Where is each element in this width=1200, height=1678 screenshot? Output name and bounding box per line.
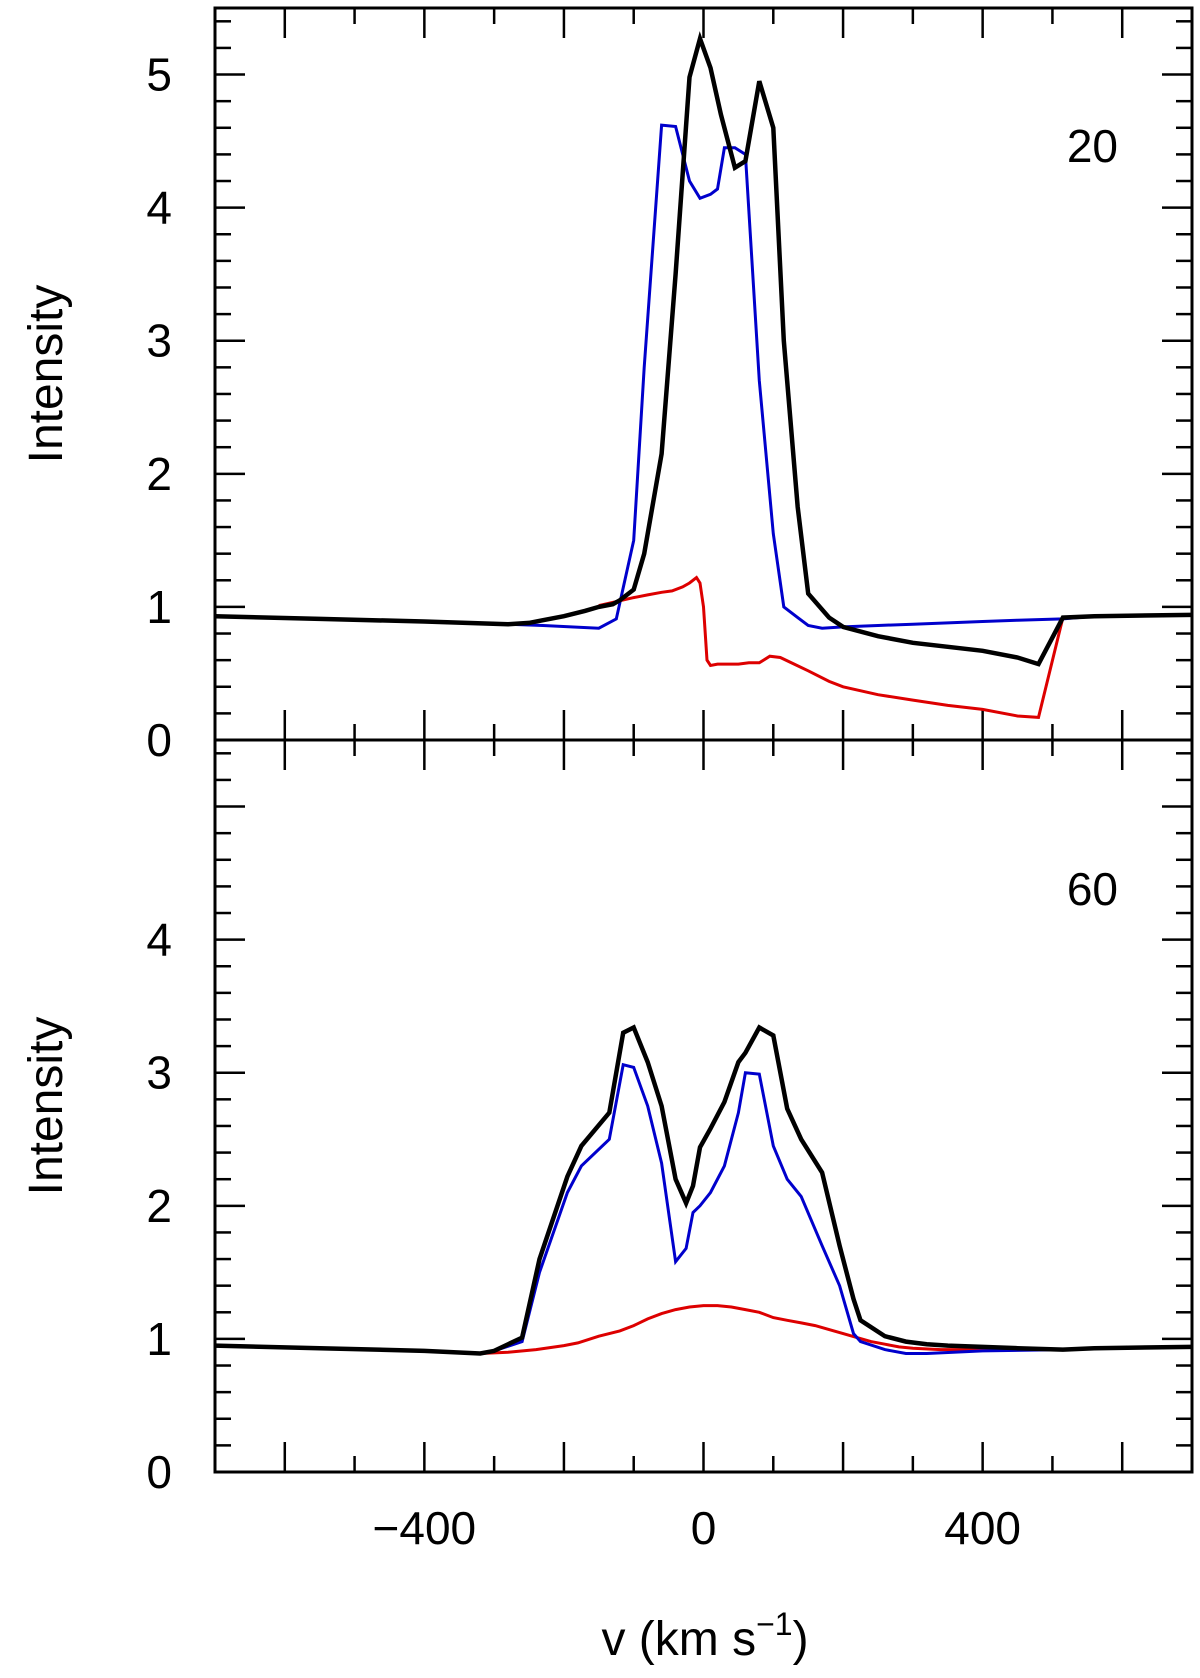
- bottom-ytick-label: 3: [146, 1047, 172, 1099]
- panel-top: 0 1 2 3 4 5 Intensity 20: [20, 6, 1194, 766]
- top-ytick-label: 3: [146, 315, 172, 367]
- bottom-ytick-label: 4: [146, 914, 172, 966]
- x-axis-title-text: v (km s: [601, 1613, 756, 1666]
- top-series-component-red: [598, 575, 1065, 719]
- bottom-ytick-label: 2: [146, 1180, 172, 1232]
- bottom-ytick-label: 0: [146, 1446, 172, 1498]
- bottom-panel-label: 60: [1067, 863, 1118, 915]
- bottom-series-component-blue: [479, 1062, 1063, 1355]
- top-ytick-label: 2: [146, 448, 172, 500]
- bottom-xtick-label: −400: [373, 1502, 477, 1554]
- top-series-total: [214, 31, 1193, 667]
- top-ytick-label: 0: [146, 714, 172, 766]
- top-ytick-label: 1: [146, 581, 172, 633]
- top-panel-label: 20: [1067, 120, 1118, 172]
- top-plot-frame: [213, 6, 1194, 742]
- top-ytick-label: 5: [146, 49, 172, 101]
- bottom-xtick-label: 0: [691, 1502, 717, 1554]
- bottom-series-total: [214, 1024, 1193, 1356]
- bottom-y-axis-title: Intensity: [20, 1017, 73, 1196]
- top-series-component-blue: [214, 123, 1193, 630]
- x-axis-title-superscript: −1: [756, 1606, 792, 1642]
- x-axis-title-close: ): [793, 1613, 809, 1666]
- top-y-axis-title: Intensity: [20, 285, 73, 464]
- bottom-ytick-label: 1: [146, 1313, 172, 1365]
- bottom-plot-frame: [213, 738, 1194, 1474]
- bottom-xtick-label: 400: [944, 1502, 1021, 1554]
- x-axis-title: v (km s−1): [601, 1606, 808, 1666]
- bottom-series-component-red: [480, 1304, 1063, 1355]
- panel-bottom: 0 1 2 3 4 −400 0 400 Intensity 60: [20, 738, 1194, 1554]
- top-ytick-label: 4: [146, 182, 172, 234]
